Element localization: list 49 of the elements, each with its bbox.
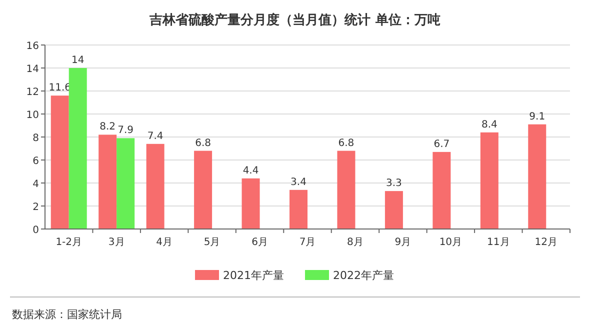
y-tick-label: 10 — [26, 110, 39, 121]
x-tick-label: 6月 — [252, 237, 268, 248]
legend-label: 2022年产量 — [333, 269, 394, 282]
bar — [50, 96, 69, 229]
y-tick-label: 4 — [32, 179, 39, 190]
x-tick-label: 9月 — [394, 237, 412, 248]
chart-title: 吉林省硫酸产量分月度（当月值）统计 单位：万吨 — [148, 12, 440, 28]
bar — [116, 138, 135, 229]
x-tick-label: 12月 — [534, 237, 558, 248]
bar — [480, 132, 498, 229]
data-label: 9.1 — [529, 111, 546, 122]
data-label: 8.2 — [100, 122, 116, 133]
y-tick-label: 16 — [26, 41, 39, 52]
data-label: 7.4 — [147, 130, 164, 142]
y-tick-label: 0 — [32, 225, 39, 236]
x-tick-label: 11月 — [487, 237, 510, 248]
x-tick-label: 3月 — [108, 237, 125, 248]
legend-label: 2021年产量 — [223, 269, 284, 282]
bar — [337, 150, 356, 229]
y-tick-label: 6 — [32, 156, 39, 167]
x-tick-label: 8月 — [347, 237, 364, 248]
x-tick-label: 10月 — [439, 237, 462, 248]
data-label: 6.8 — [195, 138, 211, 149]
data-label: 4.4 — [242, 165, 259, 176]
bar — [194, 150, 212, 229]
x-tick-label: 4月 — [156, 237, 173, 248]
data-label: 3.3 — [386, 178, 402, 190]
y-tick-label: 2 — [32, 202, 39, 213]
data-label: 7.9 — [118, 125, 134, 136]
source-note: 数据来源：国家统计局 — [12, 308, 122, 321]
bar — [242, 178, 260, 229]
y-tick-label: 8 — [32, 133, 39, 144]
y-tick-label: 12 — [26, 87, 39, 98]
data-label: 3.4 — [290, 176, 306, 188]
x-tick-label: 7月 — [299, 237, 316, 248]
bar — [528, 124, 546, 229]
bar — [290, 190, 308, 229]
data-label: 14 — [71, 55, 84, 66]
x-tick-label: 5月 — [204, 237, 220, 248]
bar — [98, 134, 117, 229]
bar — [384, 191, 403, 229]
x-tick-label: 1-2月 — [56, 237, 82, 248]
data-label: 8.4 — [481, 119, 498, 130]
y-tick-label: 14 — [26, 64, 39, 75]
data-label: 6.7 — [434, 138, 450, 150]
bar — [68, 68, 87, 229]
data-label: 6.8 — [338, 138, 354, 149]
bar — [146, 144, 164, 229]
bar — [432, 152, 451, 229]
